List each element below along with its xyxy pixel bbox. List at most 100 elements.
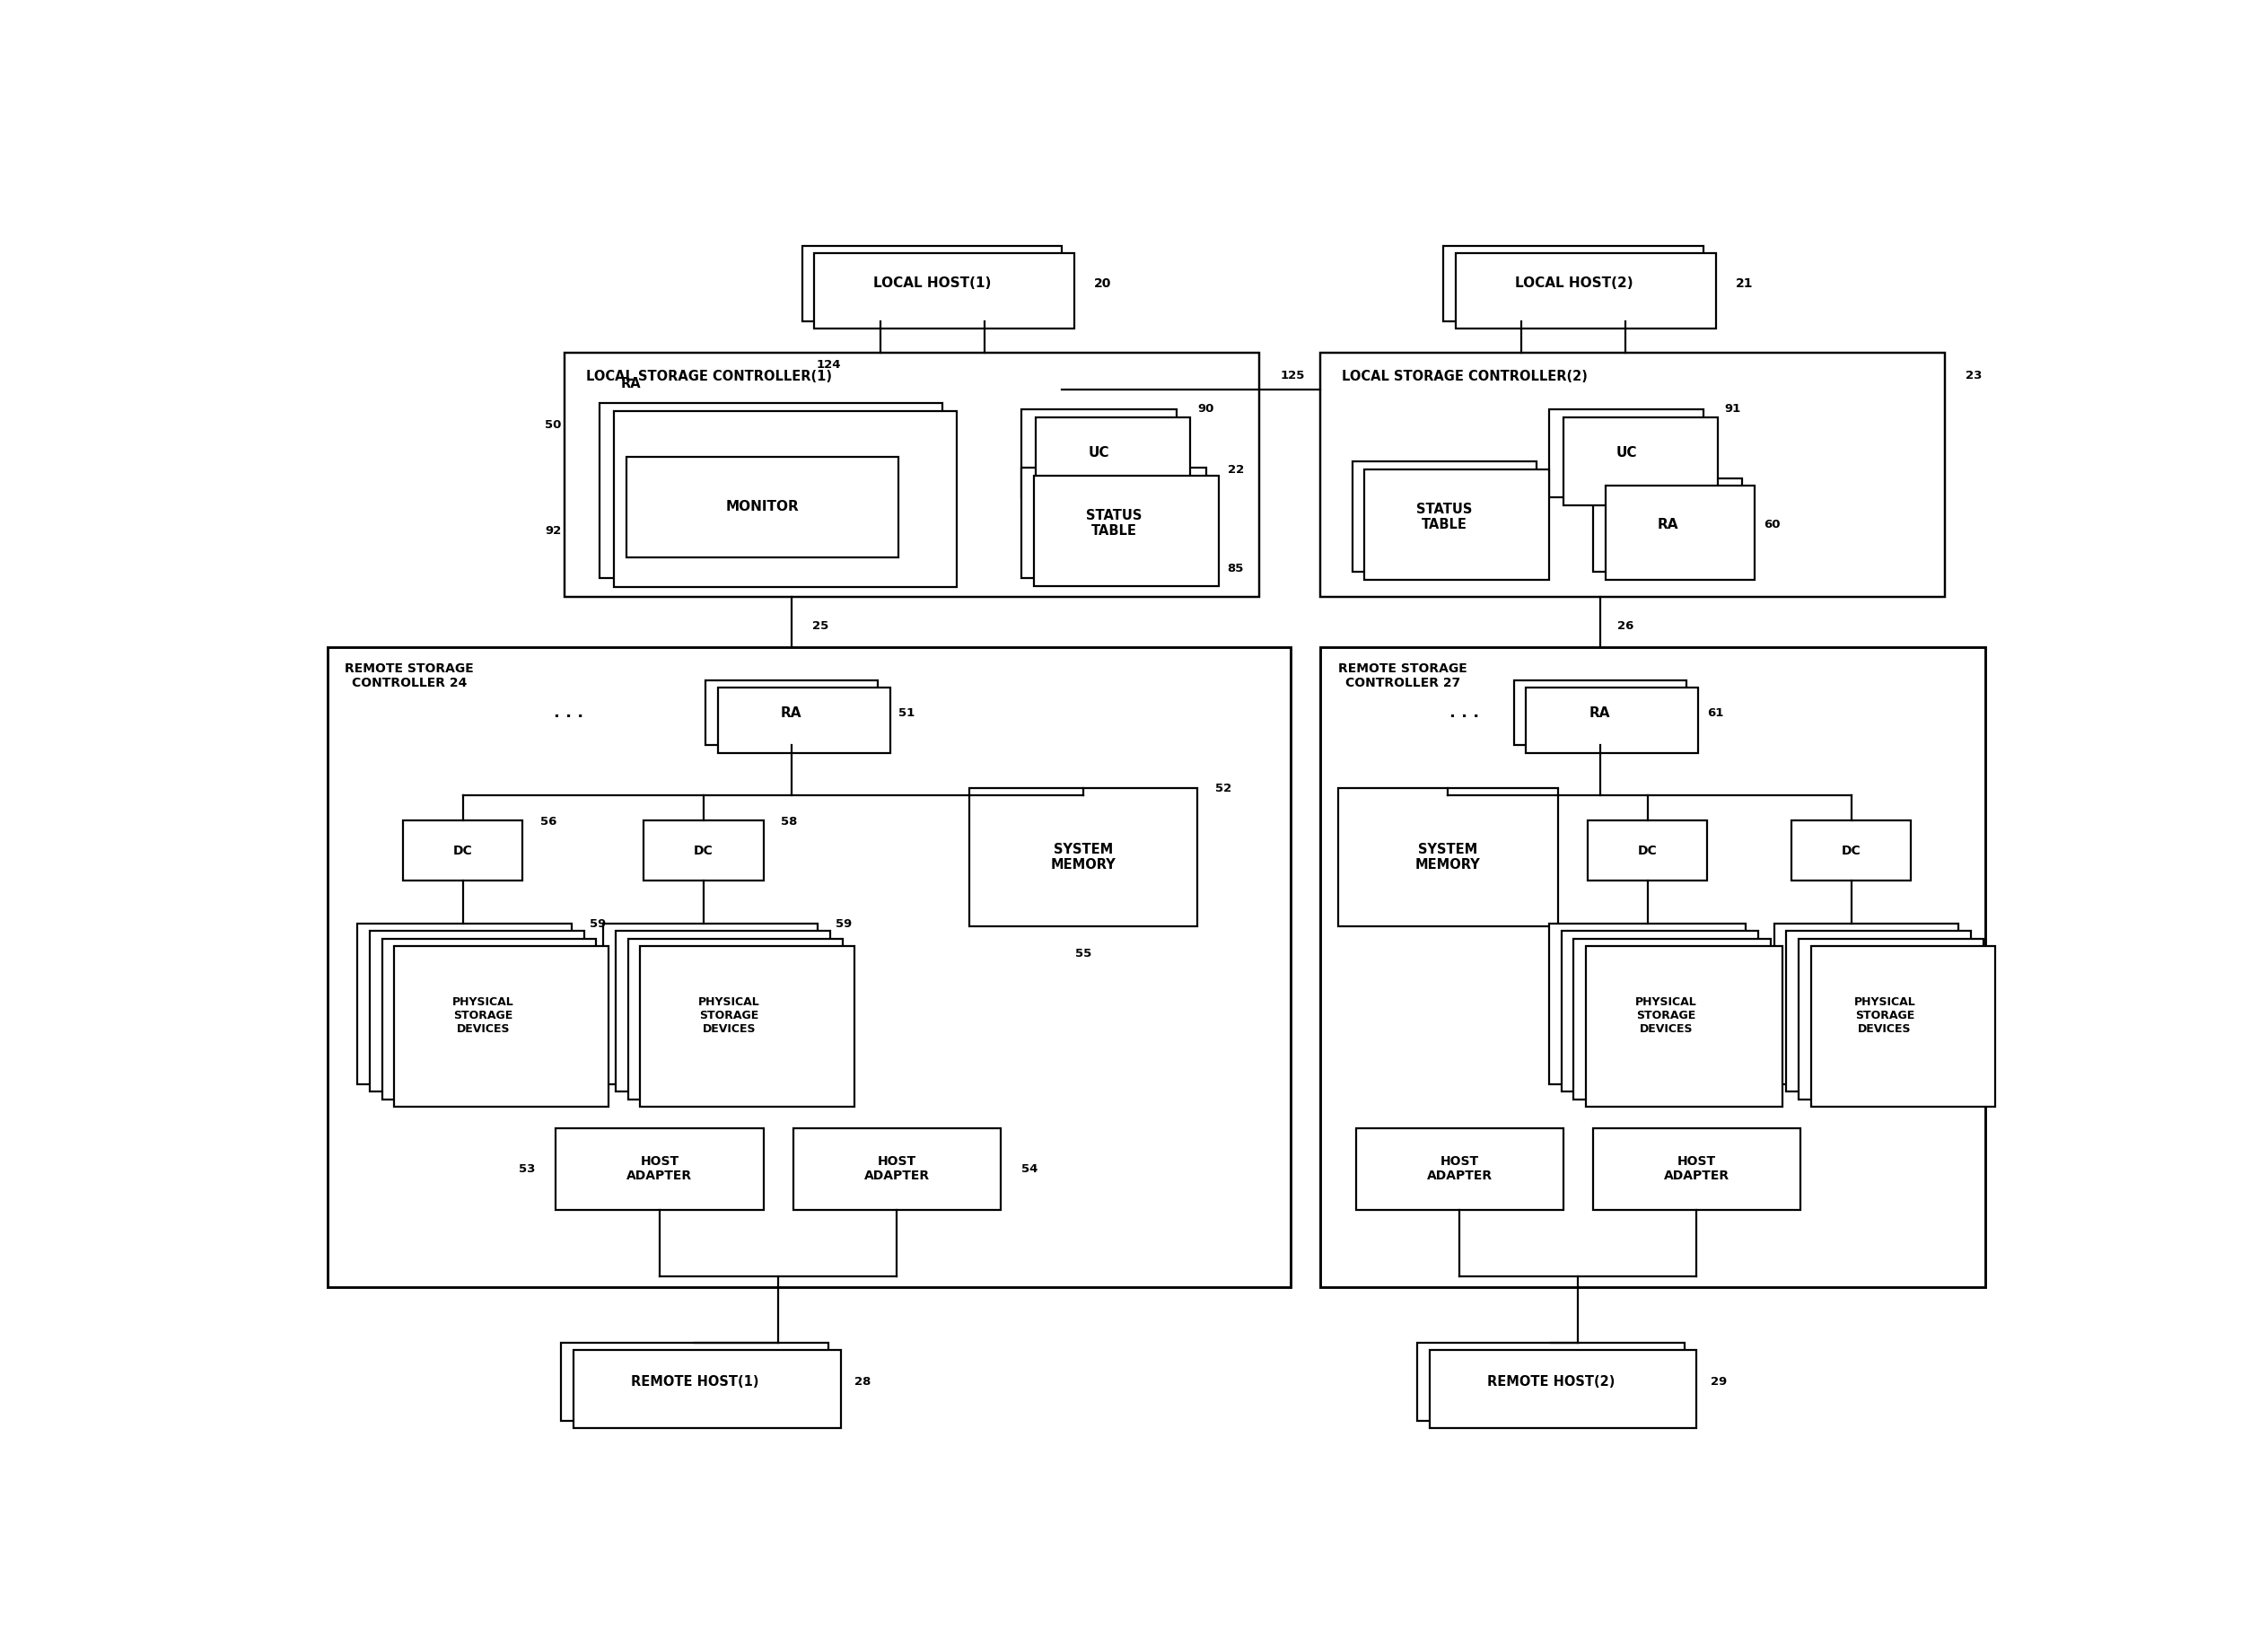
Text: 56: 56 (540, 815, 556, 828)
Text: 51: 51 (898, 707, 914, 719)
Text: HOST
ADAPTER: HOST ADAPTER (1427, 1156, 1492, 1182)
Text: STATUS
TABLE: STATUS TABLE (1086, 509, 1143, 538)
Bar (640, 945, 855, 1107)
Bar (968, 787, 1198, 926)
Bar (603, 924, 819, 1084)
Bar (1356, 1128, 1563, 1209)
Text: SYSTEM
MEMORY: SYSTEM MEMORY (1050, 843, 1116, 872)
Bar (615, 411, 957, 587)
Text: UC: UC (1615, 447, 1637, 460)
Text: DC: DC (1842, 844, 1862, 857)
Text: MONITOR: MONITOR (726, 500, 798, 513)
Text: PHYSICAL
STORAGE
DEVICES: PHYSICAL STORAGE DEVICES (1635, 996, 1696, 1035)
Text: DC: DC (1637, 844, 1658, 857)
Text: 54: 54 (1023, 1164, 1039, 1175)
Bar (1799, 939, 1982, 1099)
Bar (556, 1128, 764, 1209)
Bar (1606, 486, 1755, 580)
Text: 29: 29 (1710, 1376, 1728, 1387)
Text: 53: 53 (519, 1164, 535, 1175)
Bar (1792, 820, 1912, 880)
Bar (381, 939, 596, 1099)
Bar (327, 647, 1290, 1288)
Text: 23: 23 (1966, 370, 1982, 381)
Bar (1023, 468, 1207, 579)
Bar (814, 253, 1075, 329)
Text: LOCAL HOST(1): LOCAL HOST(1) (873, 277, 991, 290)
Text: 124: 124 (816, 359, 841, 370)
Text: LOCAL STORAGE CONTROLLER(2): LOCAL STORAGE CONTROLLER(2) (1343, 370, 1588, 383)
Text: 50: 50 (544, 419, 560, 430)
Text: 52: 52 (1216, 782, 1232, 795)
Text: PHYSICAL
STORAGE
DEVICES: PHYSICAL STORAGE DEVICES (451, 996, 515, 1035)
Bar (1320, 647, 1984, 1288)
Text: 125: 125 (1279, 370, 1304, 381)
Bar (1774, 924, 1960, 1084)
Text: HOST
ADAPTER: HOST ADAPTER (864, 1156, 930, 1182)
Bar (1574, 939, 1771, 1099)
Bar (1338, 787, 1558, 926)
Bar (1592, 478, 1742, 572)
Text: 21: 21 (1735, 277, 1753, 290)
Bar (395, 945, 608, 1107)
Text: HOST
ADAPTER: HOST ADAPTER (1665, 1156, 1730, 1182)
Text: 92: 92 (544, 525, 560, 536)
Bar (1563, 417, 1717, 505)
Bar (1023, 409, 1177, 497)
Text: UC: UC (1089, 447, 1109, 460)
Text: LOCAL HOST(2): LOCAL HOST(2) (1515, 277, 1633, 290)
Bar (1810, 945, 1996, 1107)
Text: 55: 55 (1075, 949, 1091, 960)
Bar (1515, 680, 1685, 745)
Text: 90: 90 (1198, 403, 1213, 414)
Text: SYSTEM
MEMORY: SYSTEM MEMORY (1415, 843, 1481, 872)
Bar (1320, 352, 1944, 597)
Bar (574, 1350, 841, 1428)
Text: DC: DC (454, 844, 472, 857)
Bar (705, 680, 878, 745)
Bar (717, 688, 889, 753)
Bar (644, 820, 764, 880)
Text: PHYSICAL
STORAGE
DEVICES: PHYSICAL STORAGE DEVICES (1853, 996, 1916, 1035)
Bar (1445, 246, 1703, 321)
Bar (1429, 1350, 1696, 1428)
Text: REMOTE STORAGE
CONTROLLER 27: REMOTE STORAGE CONTROLLER 27 (1338, 662, 1467, 689)
Bar (1418, 1343, 1685, 1421)
Bar (1456, 253, 1717, 329)
Text: 26: 26 (1617, 619, 1633, 631)
Text: DC: DC (694, 844, 714, 857)
Text: 20: 20 (1093, 277, 1111, 290)
Text: HOST
ADAPTER: HOST ADAPTER (626, 1156, 692, 1182)
Text: RA: RA (780, 706, 803, 719)
Bar (1787, 931, 1971, 1092)
Text: 61: 61 (1708, 707, 1724, 719)
Text: LOCAL STORAGE CONTROLLER(1): LOCAL STORAGE CONTROLLER(1) (585, 370, 832, 383)
Text: 28: 28 (855, 1376, 871, 1387)
Bar (803, 246, 1061, 321)
Bar (565, 352, 1259, 597)
Bar (615, 931, 830, 1092)
Text: 91: 91 (1724, 403, 1742, 414)
Text: 59: 59 (590, 919, 606, 931)
Bar (404, 820, 522, 880)
Text: RA: RA (621, 377, 642, 390)
Bar (1526, 688, 1699, 753)
Bar (358, 924, 572, 1084)
Text: 58: 58 (780, 815, 798, 828)
Bar (626, 456, 898, 557)
Text: . . .: . . . (1449, 704, 1479, 720)
Text: . . .: . . . (553, 704, 583, 720)
Bar (1352, 461, 1538, 572)
Text: STATUS
TABLE: STATUS TABLE (1418, 502, 1472, 531)
Bar (1588, 820, 1708, 880)
Bar (370, 931, 585, 1092)
Bar (1549, 924, 1746, 1084)
Bar (1592, 1128, 1801, 1209)
Text: REMOTE HOST(1): REMOTE HOST(1) (631, 1376, 760, 1389)
Bar (1549, 409, 1703, 497)
Text: 60: 60 (1765, 520, 1780, 531)
Bar (560, 1343, 828, 1421)
Bar (794, 1128, 1000, 1209)
Text: 22: 22 (1227, 465, 1243, 476)
Text: RA: RA (1658, 518, 1678, 531)
